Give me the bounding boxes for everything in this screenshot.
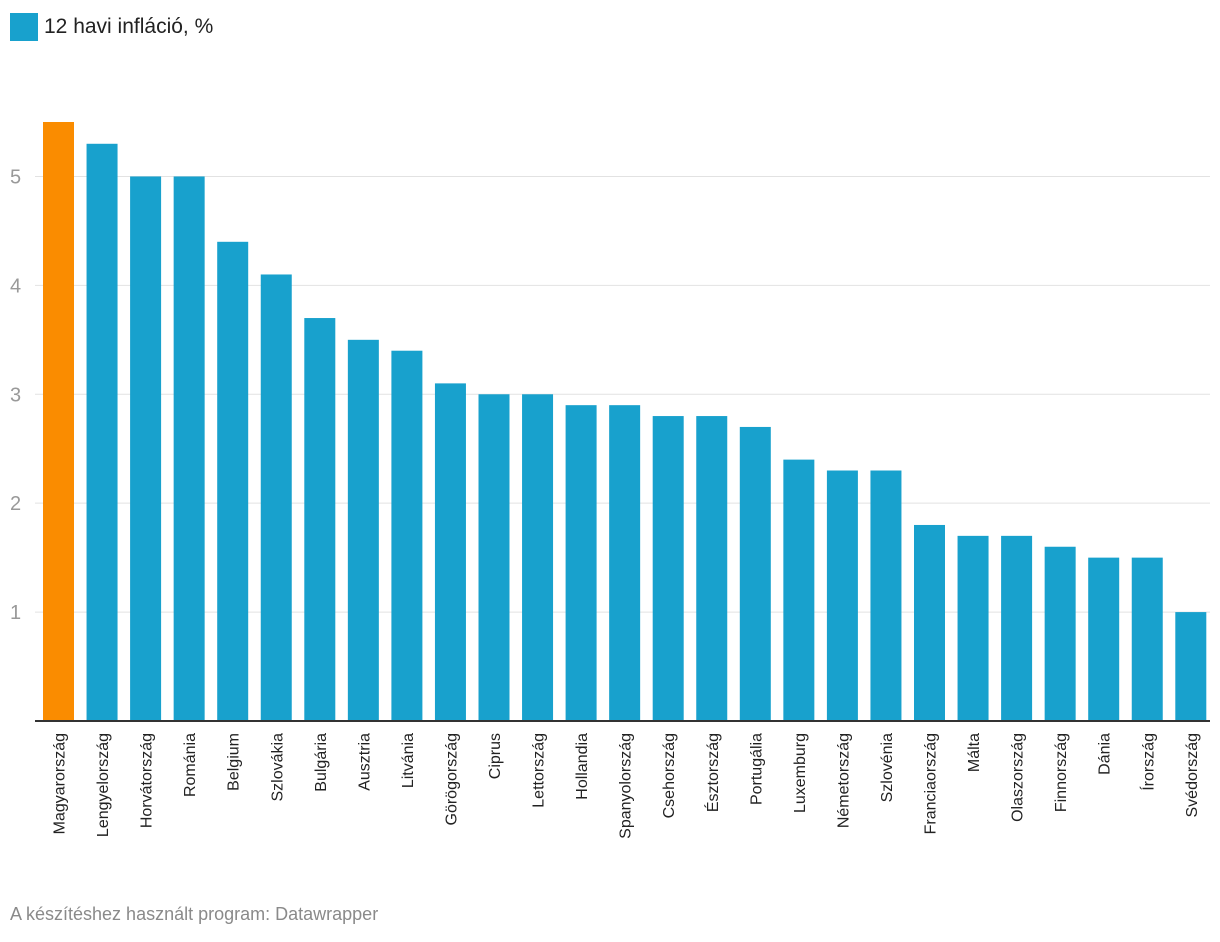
x-tick-label-26: Svédország bbox=[1184, 733, 1201, 818]
bar-3 bbox=[173, 176, 205, 722]
x-tick-label-10: Ciprus bbox=[487, 733, 504, 779]
legend-swatch bbox=[10, 13, 38, 41]
x-tick-label-15: Észtország bbox=[703, 733, 722, 812]
x-tick-label-1: Lengyelország bbox=[95, 733, 112, 837]
y-tick-label-1: 1 bbox=[10, 602, 21, 624]
x-tick-label-17: Luxemburg bbox=[792, 733, 809, 813]
x-tick-label-11: Lettország bbox=[531, 733, 548, 808]
bar-1 bbox=[86, 143, 118, 722]
bar-23 bbox=[1044, 546, 1076, 721]
bar-15 bbox=[696, 416, 728, 721]
legend-label: 12 havi infláció, % bbox=[44, 15, 214, 38]
x-tick-label-20: Franciaország bbox=[923, 733, 940, 834]
bar-6 bbox=[304, 318, 336, 721]
bar-16 bbox=[739, 426, 771, 721]
bar-0 bbox=[43, 122, 74, 721]
bar-20 bbox=[914, 524, 945, 721]
bar-4 bbox=[217, 241, 249, 722]
bar-25 bbox=[1131, 557, 1163, 721]
x-tick-label-24: Dánia bbox=[1097, 733, 1114, 775]
y-tick-label-2: 2 bbox=[10, 493, 21, 515]
bar-19 bbox=[870, 470, 902, 721]
bar-8 bbox=[391, 350, 423, 721]
x-tick-label-3: Románia bbox=[182, 733, 199, 797]
x-tick-label-22: Olaszország bbox=[1010, 733, 1027, 822]
bar-11 bbox=[522, 394, 554, 721]
footer-credit: A készítéshez használt program: Datawrap… bbox=[10, 904, 379, 924]
bar-10 bbox=[478, 394, 510, 721]
x-tick-label-2: Horvátország bbox=[139, 733, 156, 828]
bar-21 bbox=[957, 535, 989, 721]
bar-2 bbox=[130, 176, 162, 722]
bar-5 bbox=[260, 274, 292, 721]
bar-9 bbox=[434, 383, 466, 721]
bar-22 bbox=[1001, 535, 1033, 721]
x-tick-label-18: Németország bbox=[835, 733, 852, 828]
x-tick-label-7: Ausztria bbox=[356, 733, 373, 791]
x-tick-label-12: Hollandia bbox=[574, 733, 591, 800]
x-tick-label-14: Csehország bbox=[661, 733, 678, 818]
x-tick-label-16: Portugália bbox=[748, 733, 765, 805]
x-tick-label-19: Szlovénia bbox=[879, 733, 896, 802]
bar-7 bbox=[347, 339, 379, 721]
legend: 12 havi infláció, % bbox=[10, 12, 213, 42]
y-axis-ticks: 1 2 3 4 5 bbox=[10, 166, 21, 624]
bar-18 bbox=[826, 470, 858, 721]
bars bbox=[43, 122, 1207, 722]
x-tick-label-5: Szlovákia bbox=[269, 733, 286, 802]
x-tick-label-25: Írország bbox=[1138, 733, 1157, 791]
x-tick-label-21: Málta bbox=[966, 733, 983, 772]
x-tick-label-6: Bulgária bbox=[313, 733, 330, 792]
x-tick-label-8: Litvánia bbox=[400, 733, 417, 788]
y-tick-label-5: 5 bbox=[10, 166, 21, 188]
bar-12 bbox=[565, 405, 597, 721]
bar-13 bbox=[609, 405, 641, 721]
bar-17 bbox=[783, 459, 815, 721]
bar-chart: 1 2 3 4 5 Magyarország Lengyelország Horvátors… bbox=[10, 122, 1210, 839]
y-tick-label-4: 4 bbox=[10, 275, 21, 297]
x-tick-label-23: Finnország bbox=[1053, 733, 1070, 812]
x-tick-label-13: Spanyolország bbox=[618, 733, 635, 839]
x-tick-label-9: Görögország bbox=[443, 733, 460, 826]
bar-26 bbox=[1175, 612, 1207, 721]
bar-24 bbox=[1088, 557, 1120, 721]
x-tick-label-4: Belgium bbox=[226, 733, 243, 791]
x-tick-label-0: Magyarország bbox=[52, 733, 69, 834]
y-tick-label-3: 3 bbox=[10, 384, 21, 406]
x-axis-labels: Magyarország Lengyelország Horvátország Rom… bbox=[52, 733, 1201, 839]
bar-14 bbox=[652, 416, 684, 721]
